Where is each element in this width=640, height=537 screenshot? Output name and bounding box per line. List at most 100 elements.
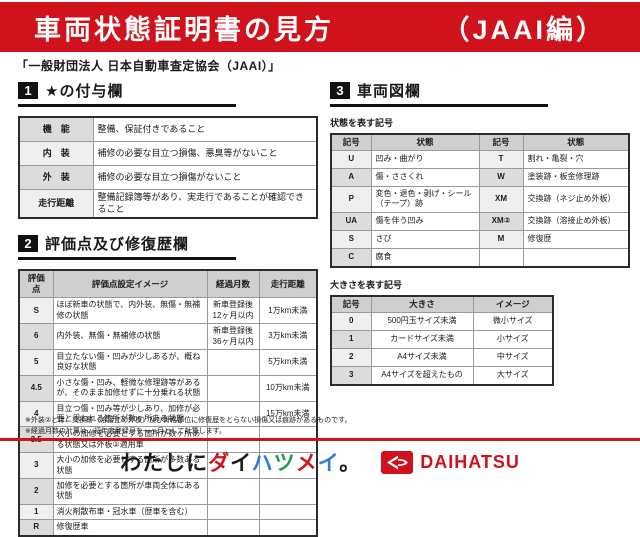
star-criteria-table: 機 能 整備、保証付きであること 内 装 補修の必要な目立つ損傷、悪臭等がないこ… (18, 116, 318, 220)
score-cell: 4.5 (18, 374, 54, 402)
table-row: UA 傷を伴う凹み XM② 交換跡（溶接止め外板） (330, 211, 630, 231)
page-title: 車両状態証明書の見方 (34, 14, 334, 45)
symbol-cell: P (330, 186, 372, 213)
size-cell: A4サイズ未満 (370, 347, 474, 367)
column-header: 経過月数 (206, 269, 260, 299)
symbol-cell: 3 (330, 365, 372, 386)
symbol-cell: 0 (330, 311, 372, 331)
table-row: 6 内外装、無傷・無補修の状態 新車登録後36ヶ月以内 3万km未満 (18, 323, 318, 351)
section2-title: 評価点及び修復歴欄 (45, 236, 190, 254)
section3-header: 3 車両図欄 (330, 80, 548, 107)
state-cell: 凹み・曲がり (370, 150, 480, 170)
footnotes: ※外装②とは、交換跡（溶接止め外板）及び骨格部位に修復歴をとらない損傷又は痕跡が… (25, 416, 351, 438)
column-header: 記号 (330, 295, 372, 313)
table-row: 走行距離 整備記録簿等があり、実走行であることが確認できること (18, 189, 318, 219)
symbol-cell (478, 247, 524, 268)
table-row: R 修復歴車 (18, 519, 318, 536)
right-column: 3 車両図欄 状態を表す記号 記号 状態 記号 状態 U 凹み・曲がり T 割れ… (330, 80, 630, 386)
table-header-row: 記号 状態 記号 状態 (330, 133, 630, 152)
table-row: S さび M 修復歴 (330, 229, 630, 249)
size-symbols-table: 記号 大きさ イメージ 0 500円玉サイズ未満 微小サイズ 1 カードサイズ未… (330, 294, 554, 386)
column-header: 大きさ (370, 295, 474, 313)
table-row: 2 加修を必要とする箇所が車両全体にある状態 (18, 477, 318, 505)
title-band: 車両状態証明書の見方 （JAAI編） (0, 2, 640, 52)
criteria-label: 内 装 (18, 141, 94, 166)
mileage-cell (258, 519, 318, 536)
state-symbols-label: 状態を表す記号 (330, 118, 394, 128)
mileage-cell (258, 503, 318, 521)
mileage-cell: 1万km未満 (258, 297, 318, 325)
image-cell: 大サイズ (472, 365, 554, 386)
months-cell (206, 477, 260, 505)
score-cell: S (18, 297, 54, 325)
section1-title: ★の付与欄 (45, 83, 124, 100)
mileage-cell: 10万km未満 (258, 374, 318, 402)
table-row: U 凹み・曲がり T 割れ・亀裂・穴 (330, 150, 630, 170)
column-header: 状態 (370, 133, 480, 152)
state-cell (522, 247, 630, 268)
size-symbols-label: 大きさを表す記号 (330, 279, 403, 290)
criteria-text: 補修の必要な目立つ損傷、悪臭等がないこと (92, 141, 318, 166)
table-row: 2 A4サイズ未満 中サイズ (330, 347, 554, 367)
symbol-cell: A (330, 168, 372, 188)
state-cell: 交換跡（溶接止め外板） (522, 211, 630, 231)
column-header: 記号 (478, 133, 524, 152)
table-row: 1 カードサイズ未満 小サイズ (330, 329, 554, 349)
score-cell: 2 (18, 477, 54, 505)
state-cell: さび (370, 229, 480, 249)
symbol-cell: T (478, 150, 524, 170)
score-cell: 5 (18, 349, 54, 376)
description-cell: 消火剤散布車・冠水車（歴車を含む） (52, 503, 208, 521)
symbol-cell: 2 (330, 347, 372, 367)
image-cell: 微小サイズ (472, 311, 554, 331)
evaluation-score-table: 評価点 評価点設定イメージ 経過月数 走行距離 S ほぼ新車の状態で、内外装、無… (18, 269, 318, 537)
table-row: P 変色・退色・剥げ・シール（テープ）跡 XM 交換跡（ネジ止め外板） (330, 186, 630, 213)
symbol-cell: 1 (330, 329, 372, 349)
section2-header: 2 評価点及び修復歴欄 (18, 233, 236, 261)
footer-red-rule (0, 438, 640, 441)
footnote-line: ※経過月数の計算は、初年度登録月を一ヶ月として計算します。 (25, 427, 226, 435)
column-header: 評価点設定イメージ (52, 269, 208, 299)
table-row: 3 大小の加修を必要とする箇所が多数ある状態 (18, 452, 318, 479)
criteria-label: 走行距離 (18, 189, 94, 219)
months-cell: 新車登録後36ヶ月以内 (206, 323, 260, 351)
section3-title: 車両図欄 (357, 83, 422, 100)
criteria-text: 整備、保証付きであること (92, 116, 318, 142)
table-row: 5 目立たない傷・凹みが少しあるが、概ね良好な状態 5万km未満 (18, 349, 318, 376)
table-row: 機 能 整備、保証付きであること (18, 116, 318, 142)
table-row: C 腐食 (330, 247, 630, 268)
mileage-cell: 5万km未満 (258, 349, 318, 376)
table-header-row: 評価点 評価点設定イメージ 経過月数 走行距離 (18, 269, 318, 299)
daihatsu-wordmark: DAIHATSU (420, 451, 520, 472)
daihatsu-mark-icon (381, 450, 414, 474)
description-cell: 目立たない傷・凹みが少しあるが、概ね良好な状態 (52, 349, 208, 376)
size-cell: カードサイズ未満 (370, 329, 474, 349)
criteria-text: 整備記録簿等があり、実走行であることが確認できること (92, 189, 318, 219)
symbol-cell: M (478, 229, 524, 249)
section3-number-badge: 3 (330, 82, 350, 99)
months-cell (206, 349, 260, 376)
description-cell: 修復歴車 (52, 519, 208, 536)
description-cell: 大小の加修を必要とする箇所が多数ある状態 (52, 452, 208, 479)
mileage-cell (258, 477, 318, 505)
description-cell: 小さな傷・凹み、軽微な修理跡等があるが、そのまま加修せずに十分乗れる状態 (52, 374, 208, 402)
symbol-cell: XM (478, 186, 524, 213)
size-cell: 500円玉サイズ未満 (370, 311, 474, 331)
criteria-text: 補修の必要な目立つ損傷がないこと (92, 165, 318, 190)
score-cell: 4 (18, 400, 54, 428)
table-row: 3 A4サイズを超えたもの 大サイズ (330, 365, 554, 386)
organization-line: 「一般財団法人 日本自動車査定協会（JAAI）」 (16, 59, 281, 73)
state-symbols-table: 記号 状態 記号 状態 U 凹み・曲がり T 割れ・亀裂・穴 A 傷・ささくれ … (330, 133, 630, 268)
criteria-label: 外 装 (18, 165, 94, 190)
symbol-cell: W (478, 168, 524, 188)
footer: わたしにダイハツメイ。 DAIHATSU (0, 446, 640, 478)
section2-number-badge: 2 (18, 235, 38, 253)
state-cell: 塗装跡・板金修理跡 (522, 168, 630, 188)
section1-number-badge: 1 (18, 82, 38, 99)
daihatsu-logo: DAIHATSU (381, 450, 520, 474)
image-cell: 中サイズ (472, 347, 554, 367)
state-cell: 傷・ささくれ (370, 168, 480, 188)
size-cell: A4サイズを超えたもの (370, 365, 474, 386)
months-cell (206, 374, 260, 402)
page-title-edition: （JAAI編） (442, 14, 606, 45)
